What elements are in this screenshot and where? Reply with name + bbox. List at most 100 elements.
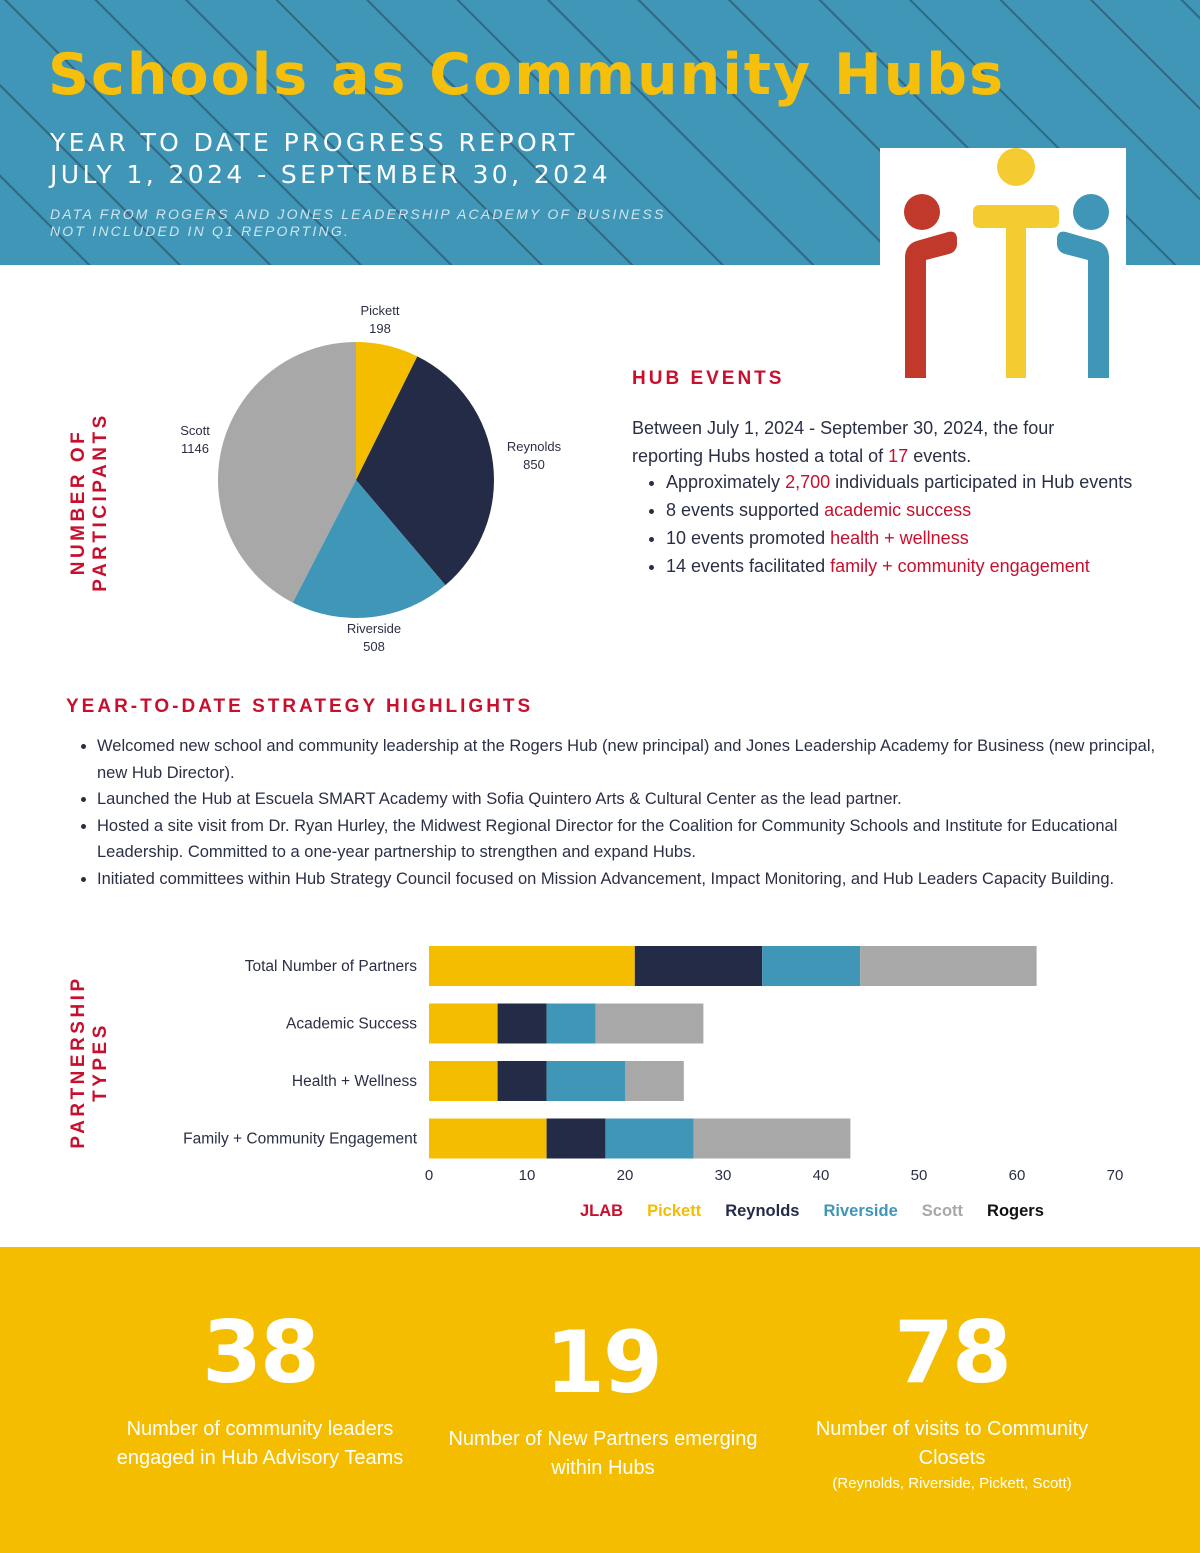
item-highlight: 2,700: [785, 472, 831, 492]
list-item: Hosted a site visit from Dr. Ryan Hurley…: [97, 813, 1157, 866]
pie-label-value: 508: [363, 639, 385, 654]
pie-label-name: Reynolds: [506, 439, 562, 454]
pie-slice-riverside: [292, 480, 446, 618]
intro-text: Between July 1, 2024 - September 30, 202…: [632, 418, 1055, 466]
x-tick-label: 20: [617, 1167, 634, 1184]
stat-number: 19: [545, 1313, 663, 1413]
pie-label-riverside: Riverside 508: [332, 620, 416, 656]
category-label: Total Number of Partners: [245, 958, 418, 975]
stat-label: Number of visits to Community Closets: [815, 1418, 1089, 1469]
item-highlight: health + wellness: [830, 528, 969, 548]
partnership-axis-label: PARTNERSHIP TYPES: [68, 962, 112, 1162]
pie-label-name: Riverside: [346, 621, 402, 636]
category-label: Academic Success: [286, 1016, 417, 1033]
list-item: Welcomed new school and community leader…: [97, 733, 1157, 786]
bar-segment-scott: [625, 1061, 684, 1101]
stat-label: Number of community leaders engaged in H…: [116, 1418, 404, 1469]
pie-slice-scott: [217, 342, 356, 603]
pie-chart-svg: [217, 342, 495, 618]
pie-label-name: Pickett: [360, 303, 400, 318]
list-item: 14 events facilitated family + community…: [666, 552, 1146, 580]
axis-label-line: PARTICIPANTS: [90, 412, 111, 592]
list-item: 10 events promoted health + wellness: [666, 524, 1146, 552]
data-note-line: NOT INCLUDED IN Q1 REPORTING.: [50, 223, 351, 239]
stat-number: 78: [894, 1303, 1012, 1403]
intro-number: 17: [888, 446, 909, 466]
bar-segment-reynolds: [497, 1003, 547, 1044]
bar-chart-svg: Total Number of Partners Academic Success…: [183, 946, 1124, 1184]
pie-label-value: 850: [523, 457, 545, 472]
legend-item-riverside: Riverside: [823, 1202, 898, 1220]
item-text: 14 events facilitated: [666, 556, 831, 576]
participants-axis-label: NUMBER OF PARTICIPANTS: [68, 392, 112, 612]
bar-segment-reynolds: [497, 1061, 547, 1101]
chart-legend: JLAB Pickett Reynolds Riverside Scott Ro…: [580, 1202, 1120, 1221]
bar-segment-reynolds: [546, 1118, 606, 1159]
bar-segment-reynolds: [634, 946, 763, 986]
item-text: 10 events promoted: [666, 528, 831, 548]
page-title: Schools as Community Hubs: [48, 42, 1006, 108]
bar-segment-pickett: [429, 1003, 498, 1044]
bar-segment-scott: [595, 1003, 704, 1044]
item-highlight: family + community engagement: [830, 556, 1090, 576]
participants-pie-chart: Pickett 198 Reynolds 850 Riverside 508 S…: [150, 290, 600, 670]
legend-item-scott: Scott: [921, 1202, 964, 1220]
item-highlight: academic success: [824, 500, 972, 520]
bar-segment-pickett: [429, 1118, 547, 1159]
item-text: individuals participated in Hub events: [830, 472, 1133, 492]
stat-community-leaders: 38 Number of community leaders engaged i…: [100, 1305, 420, 1473]
partnership-bar-chart: Total Number of Partners Academic Success…: [120, 930, 1140, 1230]
report-subtitle: YEAR TO DATE PROGRESS REPORT: [50, 128, 578, 157]
legend-item-pickett: Pickett: [647, 1202, 702, 1220]
stat-label: Number of New Partners emerging within H…: [448, 1428, 758, 1479]
people-logo-icon: [904, 148, 1109, 378]
item-text: Approximately: [666, 472, 786, 492]
list-item: Approximately 2,700 individuals particip…: [666, 468, 1146, 496]
x-tick-label: 10: [519, 1167, 536, 1184]
list-item: 8 events supported academic success: [666, 496, 1146, 524]
pie-slice-pickett: [356, 342, 418, 480]
bar-segment-scott: [693, 1118, 851, 1159]
report-date-range: JULY 1, 2024 - SEPTEMBER 30, 2024: [50, 160, 612, 189]
category-label: Family + Community Engagement: [183, 1131, 418, 1148]
pie-label-reynolds: Reynolds 850: [490, 438, 578, 474]
legend-item-rogers: Rogers: [987, 1202, 1044, 1220]
stat-closet-visits: 78 Number of visits to Community Closets…: [792, 1305, 1112, 1495]
hub-events-list: Approximately 2,700 individuals particip…: [648, 468, 1146, 580]
hub-events-heading: HUB EVENTS: [632, 368, 785, 389]
hub-logo: [880, 148, 1126, 383]
header-banner: Schools as Community Hubs YEAR TO DATE P…: [0, 0, 1200, 265]
bar-segment-riverside: [546, 1061, 625, 1101]
strategy-list: Welcomed new school and community leader…: [78, 733, 1157, 892]
data-note: DATA FROM ROGERS AND JONES LEADERSHIP AC…: [50, 206, 666, 240]
item-text: 8 events supported: [666, 500, 825, 520]
pie-label-pickett: Pickett 198: [350, 302, 410, 338]
pie-label-scott: Scott 1146: [168, 422, 222, 458]
category-label: Health + Wellness: [292, 1073, 417, 1090]
x-tick-label: 0: [425, 1167, 433, 1184]
axis-label-line: TYPES: [90, 1022, 111, 1102]
stats-banner: [0, 1247, 1200, 1553]
stat-number: 38: [202, 1303, 320, 1403]
legend-item-reynolds: Reynolds: [725, 1202, 800, 1220]
pie-slice-reynolds: [356, 356, 495, 586]
axis-label-line: NUMBER OF: [68, 428, 89, 576]
x-tick-label: 70: [1107, 1167, 1124, 1184]
list-item: Initiated committees within Hub Strategy…: [97, 866, 1157, 893]
pie-label-value: 198: [369, 321, 391, 336]
x-tick-label: 60: [1009, 1167, 1026, 1184]
bar-segment-scott: [860, 946, 1037, 986]
bar-segment-riverside: [605, 1118, 694, 1159]
intro-text: events.: [908, 446, 972, 466]
bar-segment-riverside: [546, 1003, 596, 1044]
axis-label-line: PARTNERSHIP: [68, 975, 89, 1149]
list-item: Launched the Hub at Escuela SMART Academ…: [97, 786, 1157, 813]
x-tick-label: 50: [911, 1167, 928, 1184]
bar-segment-pickett: [429, 1061, 498, 1101]
stat-note: (Reynolds, Riverside, Pickett, Scott): [832, 1475, 1072, 1492]
stat-new-partners: 19 Number of New Partners emerging withi…: [443, 1315, 763, 1483]
bar-segment-riverside: [762, 946, 861, 986]
hub-events-intro: Between July 1, 2024 - September 30, 202…: [632, 414, 1122, 470]
strategy-heading: YEAR-TO-DATE STRATEGY HIGHLIGHTS: [66, 696, 534, 717]
pie-label-value: 1146: [181, 441, 209, 456]
